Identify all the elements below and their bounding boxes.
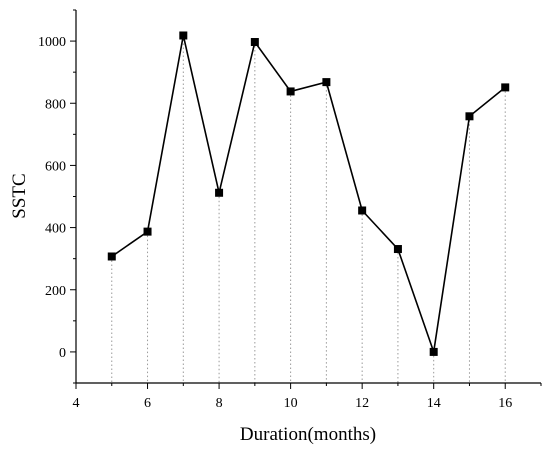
data-point [393, 245, 402, 254]
data-point [286, 87, 295, 96]
x-tick-label: 6 [144, 396, 151, 411]
y-tick-label: 200 [45, 284, 66, 299]
x-tick-label: 8 [216, 396, 223, 411]
data-point [250, 38, 259, 47]
axes [75, 10, 541, 384]
y-tick-label: 600 [45, 159, 66, 174]
data-point [322, 78, 331, 87]
data-point [358, 206, 367, 215]
data-point [143, 227, 152, 236]
data-point [465, 112, 474, 121]
y-tick-label: 0 [59, 346, 66, 361]
x-tick-label: 16 [498, 396, 512, 411]
series-group [107, 31, 510, 356]
series-line [111, 35, 506, 353]
data-point [179, 31, 188, 40]
y-ticks: 0 200 400 600 800 1000 [38, 9, 76, 384]
y-tick-label: 400 [45, 222, 66, 237]
x-tick-label: 14 [427, 396, 441, 411]
data-point [429, 347, 438, 356]
y-tick-label: 1000 [38, 35, 66, 50]
x-tick-label: 12 [355, 396, 369, 411]
x-axis-title: Duration(months) [240, 424, 376, 445]
y-axis-title: SSTC [9, 173, 30, 218]
data-point [107, 252, 116, 261]
y-tick-label: 800 [45, 97, 66, 112]
data-point [501, 83, 510, 92]
x-tick-label: 10 [284, 396, 298, 411]
data-point [215, 188, 224, 197]
drop-lines [111, 35, 506, 383]
x-tick-label: 4 [73, 396, 80, 411]
x-ticks: 4 6 8 10 12 14 16 [73, 383, 542, 411]
